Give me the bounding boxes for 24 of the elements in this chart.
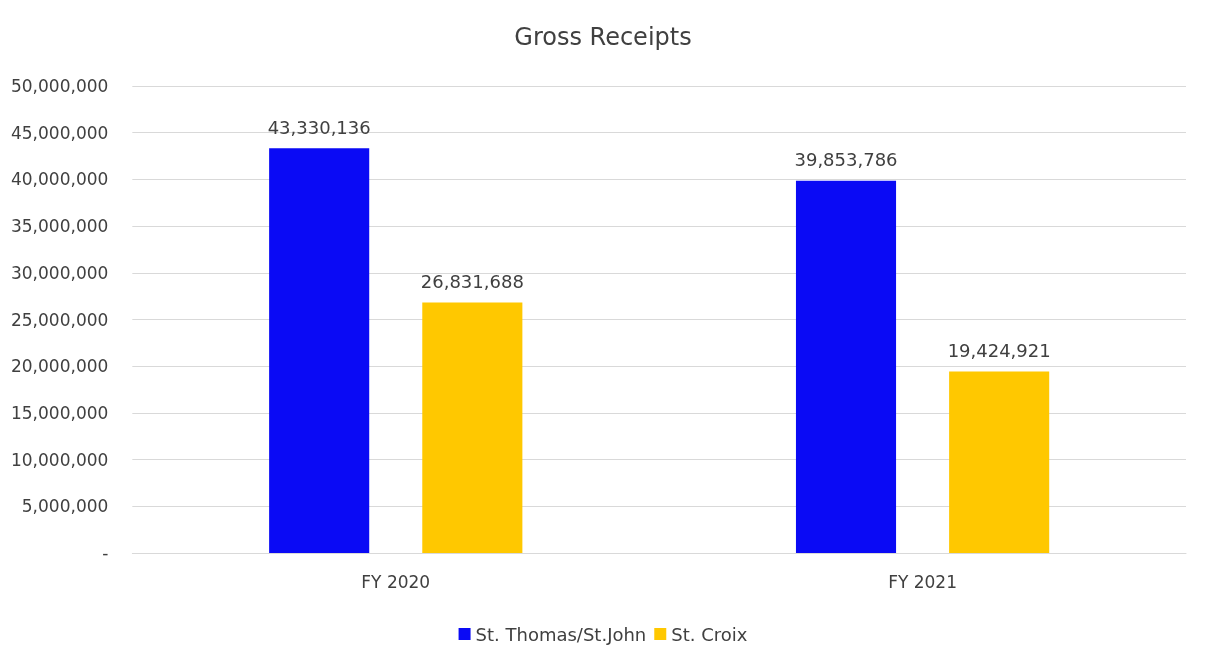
y-tick-label: 35,000,000 (10, 216, 109, 237)
y-tick-label: 45,000,000 (10, 122, 109, 143)
y-tick-label: - (102, 543, 109, 563)
legend-label: St. Croix (671, 623, 748, 645)
chart-title: Gross Receipts (514, 23, 692, 51)
y-tick-label: 30,000,000 (10, 262, 109, 283)
bar (795, 180, 897, 553)
y-tick-label: 10,000,000 (10, 449, 109, 470)
y-tick-label: 25,000,000 (10, 309, 109, 330)
y-tick-label: 5,000,000 (21, 496, 109, 517)
y-tick-label: 50,000,000 (10, 76, 109, 96)
data-label: 26,831,688 (420, 270, 524, 292)
x-tick-label: FY 2020 (361, 571, 431, 592)
y-tick-label: 20,000,000 (10, 356, 109, 377)
y-tick-label: 40,000,000 (10, 169, 109, 190)
bar (422, 302, 523, 553)
data-label: 43,330,136 (267, 116, 371, 138)
legend-label: St. Thomas/St.John (475, 623, 647, 645)
x-tick-label: FY 2021 (888, 571, 958, 592)
data-label: 39,853,786 (794, 149, 898, 171)
y-tick-label: 15,000,000 (10, 402, 109, 423)
data-label: 19,424,921 (947, 340, 1051, 362)
bar (949, 371, 1050, 553)
bar (269, 148, 370, 553)
